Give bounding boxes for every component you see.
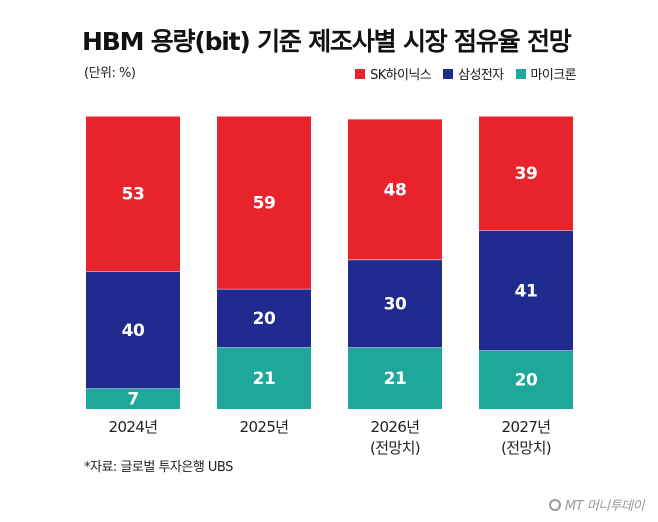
bar-segment-samsung	[217, 288, 311, 348]
bar-segment-micron	[217, 347, 311, 409]
data-label: 7	[127, 390, 138, 410]
data-label: 21	[253, 369, 276, 389]
data-label: 20	[515, 371, 538, 391]
legend-swatch	[443, 68, 454, 79]
bar-segment-sk-hynix	[86, 116, 180, 272]
bar-segment-micron	[348, 347, 442, 409]
data-label: 30	[384, 295, 407, 315]
legend-item-sk-hynix: SK하이닉스	[355, 64, 432, 83]
x-tick-label: 2025년	[240, 418, 289, 436]
legend-swatch	[355, 68, 366, 79]
data-label: 53	[122, 185, 145, 205]
data-label: 20	[253, 309, 276, 329]
bar-segment-micron	[86, 388, 180, 409]
legend-item-micron: 마이크론	[515, 64, 577, 83]
bar-segment-sk-hynix	[348, 118, 442, 260]
source-note: *자료: 글로벌 투자은행 UBS	[84, 460, 233, 475]
x-tick-label: 2024년	[109, 418, 158, 436]
legend-label: 마이크론	[530, 68, 577, 83]
legend-label: SK하이닉스	[370, 68, 432, 83]
bar-segment-samsung	[348, 259, 442, 348]
legend-swatch	[515, 68, 526, 79]
bar-segment-samsung	[479, 230, 573, 351]
x-tick-label: 2026년	[371, 418, 420, 436]
bar-segment-sk-hynix	[479, 116, 573, 231]
x-tick-label: (전망치)	[501, 439, 551, 457]
bar-segment-samsung	[86, 271, 180, 389]
publisher-logo: MT 머니투데이	[548, 495, 645, 514]
logo-text: MT 머니투데이	[564, 499, 645, 514]
data-label: 21	[384, 369, 407, 389]
bar-segment-sk-hynix	[217, 116, 311, 289]
data-label: 40	[122, 321, 145, 341]
data-label: 41	[515, 281, 538, 301]
data-label: 59	[253, 193, 276, 213]
legend-item-samsung: 삼성전자	[443, 64, 504, 83]
legend-label: 삼성전자	[458, 68, 504, 83]
x-tick-label: (전망치)	[370, 439, 420, 457]
logo-mark-icon	[548, 498, 561, 511]
bar-segment-micron	[479, 350, 573, 409]
x-tick-label: 2027년	[502, 418, 551, 436]
unit-note: (단위: %)	[84, 66, 136, 81]
chart-title: HBM 용량(bit) 기준 제조사별 시장 점유율 전망	[82, 27, 572, 56]
data-label: 48	[384, 180, 407, 200]
data-label: 39	[515, 164, 538, 184]
legend: SK하이닉스 삼성전자 마이크론	[355, 64, 577, 83]
